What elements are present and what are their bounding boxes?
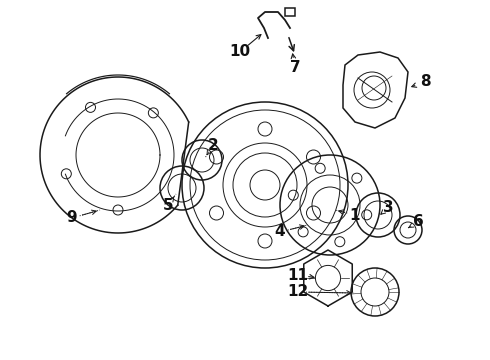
Text: 12: 12: [287, 284, 309, 300]
Text: 2: 2: [208, 138, 219, 153]
Text: 8: 8: [420, 75, 430, 90]
Text: 9: 9: [67, 211, 77, 225]
Text: 6: 6: [413, 215, 423, 230]
Text: 7: 7: [290, 60, 300, 76]
Text: 4: 4: [275, 225, 285, 239]
Text: 10: 10: [229, 45, 250, 59]
Text: 5: 5: [163, 198, 173, 212]
Text: 3: 3: [383, 201, 393, 216]
Text: 11: 11: [288, 267, 309, 283]
Text: 1: 1: [350, 207, 360, 222]
